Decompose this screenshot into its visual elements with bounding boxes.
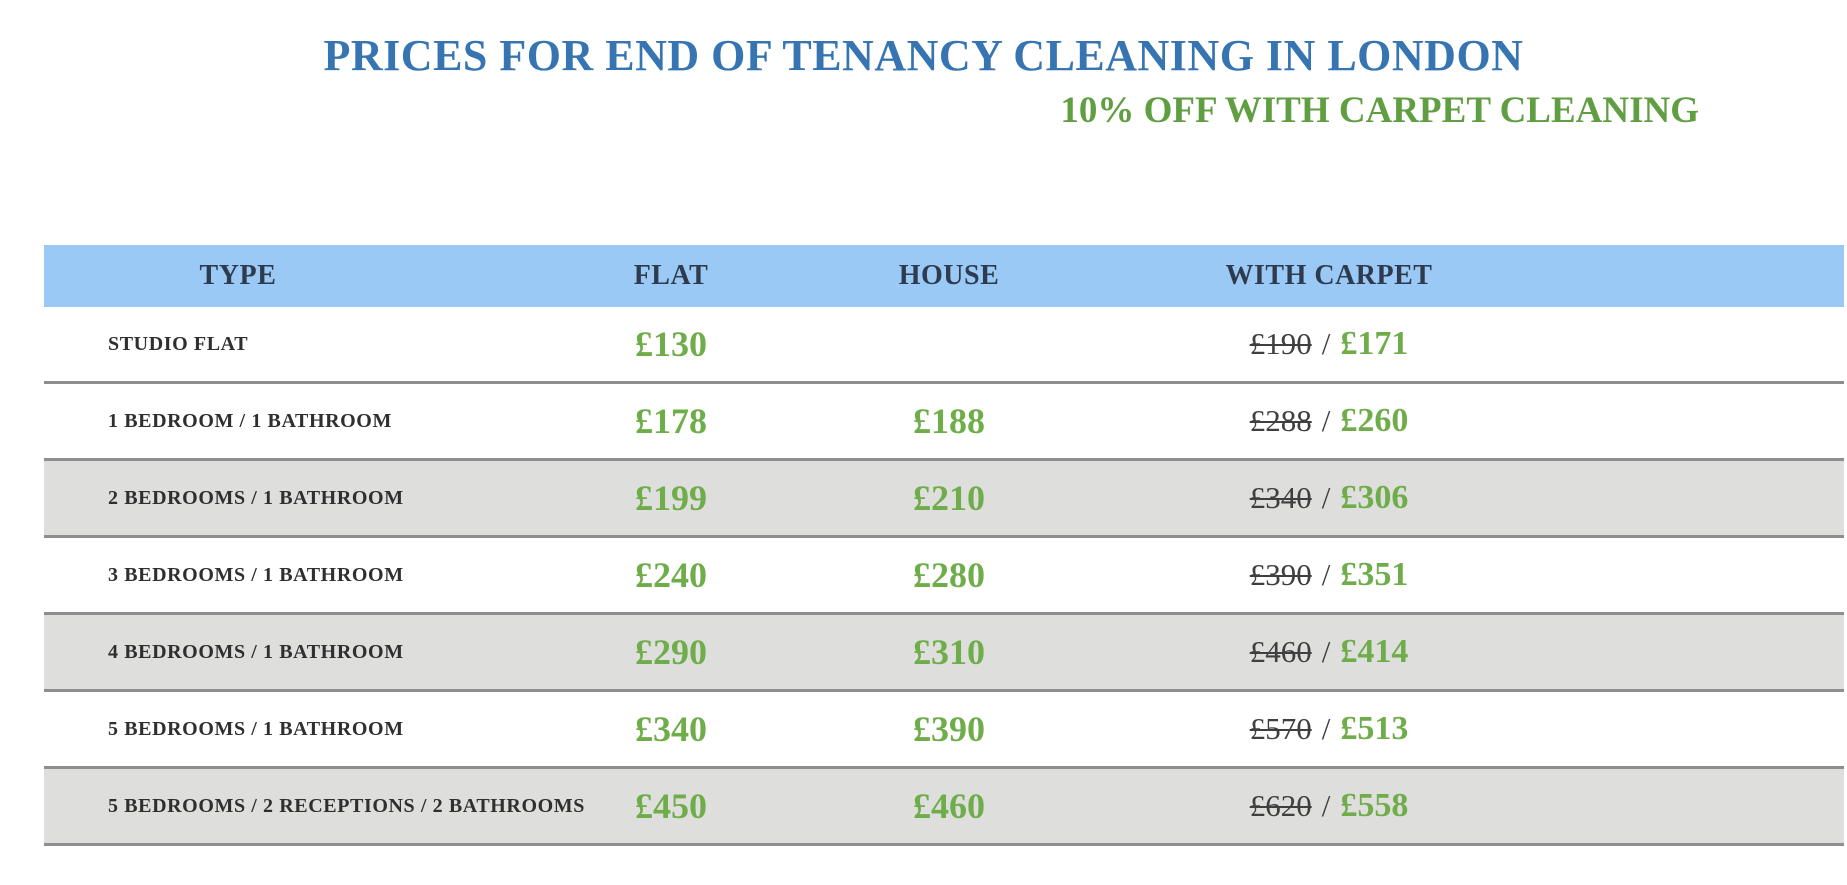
property-type-label: 3 BEDROOMS / 1 BATHROOM [108,563,404,586]
flat-price: £199 [635,478,707,518]
table-body: STUDIO FLAT £130 £190 / £171 1 BEDROOM /… [44,307,1844,846]
flat-price: £450 [635,786,707,826]
carpet-price-separator: / [1321,634,1331,669]
with-carpet-prices: £570 / £513 [1040,710,1844,748]
column-header-flat: FLAT [633,260,709,291]
with-carpet-prices: £288 / £260 [1040,402,1844,440]
property-type-label: 5 BEDROOMS / 2 RECEPTIONS / 2 BATHROOMS [108,794,585,817]
carpet-price-separator: / [1321,403,1331,438]
house-price: £390 [913,709,985,749]
carpet-price-separator: / [1321,326,1331,361]
with-carpet-prices: £190 / £171 [1040,325,1844,363]
column-header-type: TYPE [199,260,277,291]
page-title: PRICES FOR END OF TENANCY CLEANING IN LO… [323,31,1524,80]
property-type-label: 4 BEDROOMS / 1 BATHROOM [108,640,404,663]
carpet-price-separator: / [1321,711,1331,746]
carpet-old-price: £340 [1249,480,1312,515]
table-row: 5 BEDROOMS / 1 BATHROOM £340 £390 £570 /… [44,692,1844,769]
column-header-house: HOUSE [898,260,1000,291]
table-row: 1 BEDROOM / 1 BATHROOM £178 £188 £288 / … [44,384,1844,461]
property-type-label: 5 BEDROOMS / 1 BATHROOM [108,717,404,740]
house-price: £460 [913,786,985,826]
table-row: 2 BEDROOMS / 1 BATHROOM £199 £210 £340 /… [44,461,1844,538]
carpet-old-price: £620 [1249,788,1312,823]
property-type-label: STUDIO FLAT [108,332,249,355]
carpet-price-separator: / [1321,557,1331,592]
carpet-discounted-price: £414 [1340,633,1409,670]
carpet-old-price: £190 [1249,326,1312,361]
carpet-old-price: £288 [1249,403,1312,438]
flat-price: £240 [635,555,707,595]
with-carpet-prices: £620 / £558 [1040,787,1844,825]
with-carpet-prices: £460 / £414 [1040,633,1844,671]
carpet-old-price: £460 [1249,634,1312,669]
column-header-with-carpet: WITH CARPET [1225,260,1433,291]
house-price: £188 [913,401,985,441]
house-price: £280 [913,555,985,595]
carpet-price-separator: / [1321,788,1331,823]
carpet-discounted-price: £171 [1340,325,1409,362]
table-row: 5 BEDROOMS / 2 RECEPTIONS / 2 BATHROOMS … [44,769,1844,846]
property-type-label: 2 BEDROOMS / 1 BATHROOM [108,486,404,509]
carpet-discounted-price: £260 [1340,402,1409,439]
pricing-table: TYPE FLAT HOUSE WITH CARPET STUDIO FLAT … [44,245,1844,846]
table-row: STUDIO FLAT £130 £190 / £171 [44,307,1844,384]
carpet-discounted-price: £558 [1340,787,1409,824]
carpet-old-price: £570 [1249,711,1312,746]
property-type-label: 1 BEDROOM / 1 BATHROOM [108,409,392,432]
with-carpet-prices: £390 / £351 [1040,556,1844,594]
table-header-row: TYPE FLAT HOUSE WITH CARPET [44,245,1844,307]
flat-price: £290 [635,632,707,672]
carpet-old-price: £390 [1249,557,1312,592]
table-row: 4 BEDROOMS / 1 BATHROOM £290 £310 £460 /… [44,615,1844,692]
flat-price: £130 [635,324,707,364]
carpet-price-separator: / [1321,480,1331,515]
flat-price: £340 [635,709,707,749]
house-price: £310 [913,632,985,672]
carpet-discounted-price: £513 [1340,710,1409,747]
house-price: £210 [913,478,985,518]
table-row: 3 BEDROOMS / 1 BATHROOM £240 £280 £390 /… [44,538,1844,615]
promo-subtitle: 10% OFF WITH CARPET CLEANING [1060,89,1699,131]
with-carpet-prices: £340 / £306 [1040,479,1844,517]
flat-price: £178 [635,401,707,441]
carpet-discounted-price: £306 [1340,479,1409,516]
carpet-discounted-price: £351 [1340,556,1409,593]
